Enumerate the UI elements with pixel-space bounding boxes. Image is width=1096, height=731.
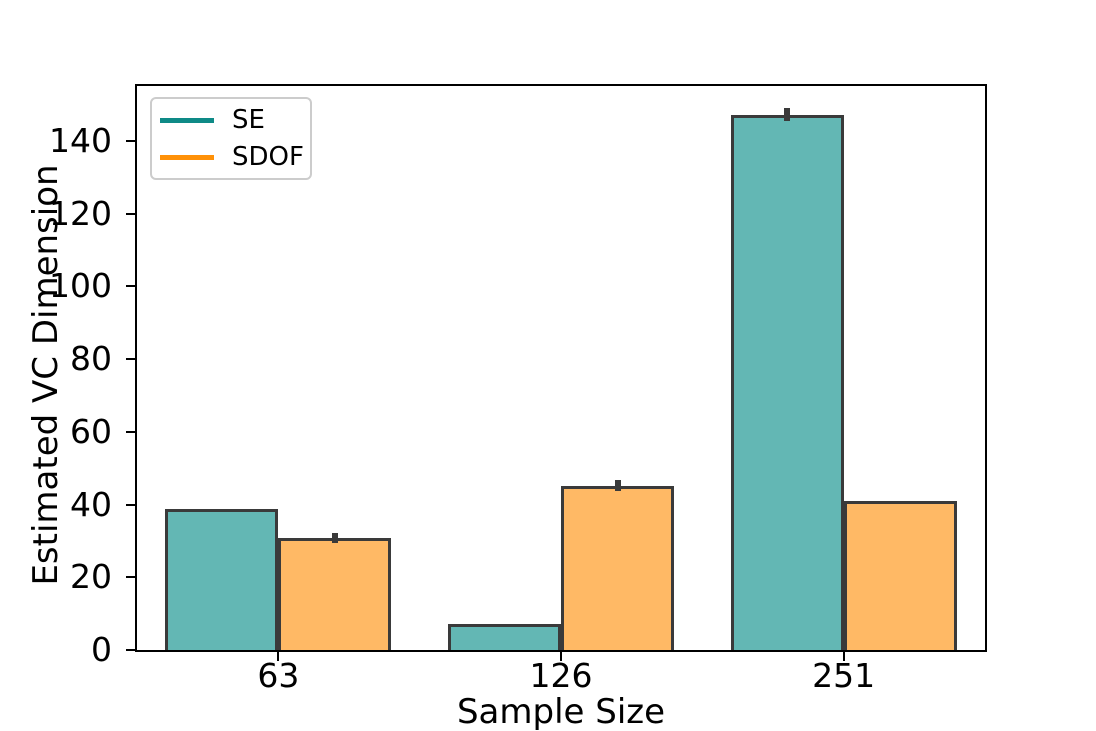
y-tick-label-140: 140 [49, 121, 112, 161]
y-tick-mark-80 [126, 358, 136, 361]
y-tick-label-100: 100 [49, 266, 112, 306]
y-tick-label-60: 60 [70, 411, 112, 451]
x-axis-label: Sample Size [456, 692, 666, 731]
legend-item-sdof: SDOF [160, 142, 304, 172]
y-tick-mark-120 [126, 212, 136, 215]
bar-se-251 [730, 114, 844, 650]
y-tick-mark-60 [126, 430, 136, 433]
bar-se-63 [165, 508, 279, 650]
plot-area [137, 84, 985, 650]
x-tick-mark-63 [277, 651, 280, 661]
legend: SE SDOF [150, 97, 312, 180]
error-bar-sdof-126 [614, 479, 621, 492]
bar-se-126 [448, 623, 561, 650]
legend-label-sdof: SDOF [232, 142, 304, 172]
legend-item-se: SE [160, 106, 302, 134]
sdof-legend-line-swatch [160, 154, 214, 160]
bar-sdof-126 [561, 485, 674, 650]
se-legend-line-swatch [160, 117, 214, 123]
y-tick-mark-140 [126, 140, 136, 143]
y-tick-label-80: 80 [70, 339, 112, 379]
y-axis-label: Estimated VC Dimension [26, 164, 66, 586]
y-tick-mark-40 [126, 503, 136, 506]
y-tick-label-120: 120 [49, 193, 112, 233]
left-spine [135, 84, 137, 652]
right-spine [985, 84, 987, 652]
x-tick-label-126: 126 [529, 656, 593, 695]
legend-label-se: SE [232, 105, 265, 135]
y-tick-label-20: 20 [70, 557, 112, 597]
y-tick-label-0: 0 [91, 630, 112, 669]
x-tick-mark-126 [560, 651, 562, 661]
y-tick-mark-20 [126, 576, 136, 579]
x-tick-label-63: 63 [257, 656, 300, 695]
error-bar-sdof-63 [331, 533, 338, 544]
bar-sdof-63 [278, 538, 392, 650]
y-tick-label-40: 40 [70, 484, 112, 524]
y-tick-mark-0 [126, 649, 136, 651]
x-tick-label-251: 251 [812, 656, 876, 695]
x-tick-mark-251 [842, 651, 845, 661]
bar-sdof-251 [843, 501, 957, 650]
y-tick-mark-100 [126, 285, 136, 288]
error-bar-se-251 [784, 108, 791, 121]
top-spine [135, 84, 987, 86]
